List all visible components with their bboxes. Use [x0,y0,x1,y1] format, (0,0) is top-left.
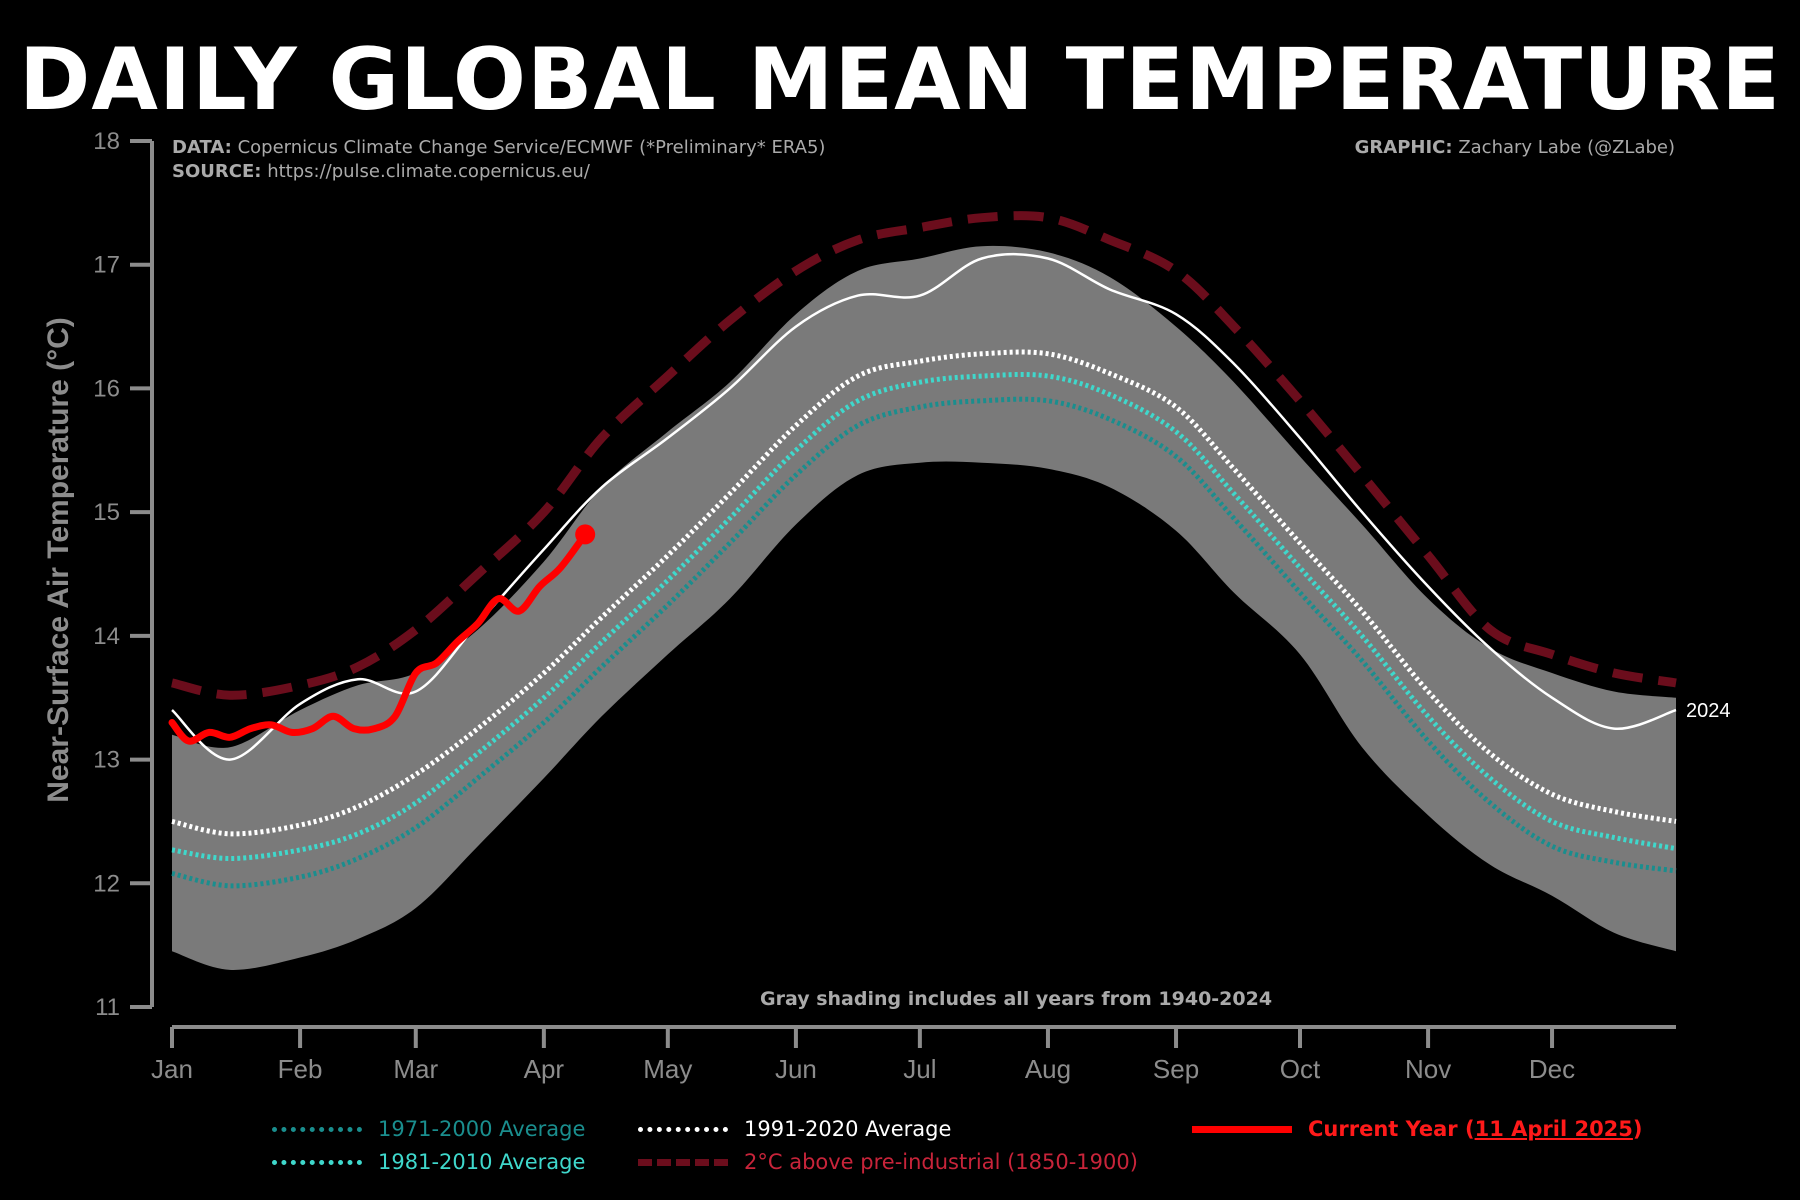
x-tick-label: Jun [775,1054,817,1084]
y-tick-label: 14 [93,623,120,650]
legend-swatch-1981 [272,1159,362,1165]
y-tick-label: 17 [93,252,120,279]
legend-swatch-1971 [272,1126,362,1132]
x-tick-label: Sep [1153,1054,1199,1084]
current-date: 11 April 2025 [1474,1117,1633,1141]
x-tick-label: Feb [278,1054,323,1084]
x-tick-label: Mar [393,1054,438,1084]
x-tick-label: Aug [1025,1054,1071,1084]
legend-item-1991: 1991-2020 Average [638,1117,951,1141]
series-1981-2010 [171,371,1677,862]
legend-swatch-preindustrial [638,1158,728,1166]
source-credit: SOURCE: https://pulse.climate.copernicus… [172,161,590,182]
series-2024 [171,253,1677,761]
shading-note: Gray shading includes all years from 194… [760,988,1273,1010]
x-tick-label: Oct [1280,1054,1321,1084]
legend-item-preindustrial: 2°C above pre-industrial (1850-1900) [638,1150,1138,1174]
legend-item-1981: 1981-2010 Average [272,1150,585,1174]
x-tick-label: Apr [524,1054,565,1084]
legend-swatch-1991 [638,1126,728,1132]
series-2c-preindustrial [170,211,1677,700]
graphic-credit: GRAPHIC: Zachary Labe (@ZLabe) [1354,137,1675,158]
range-1940-2024-band [172,245,1676,970]
y-tick-label: 18 [93,128,120,155]
y-axis-label: Near-Surface Air Temperature (°C) [42,317,75,802]
y-tick-label: 11 [95,994,120,1021]
x-tick-label: Jan [151,1054,193,1084]
x-tick-label: Dec [1529,1054,1575,1084]
y-tick-label: 16 [93,375,120,402]
series-current-year [168,530,589,745]
source-credit-text: https://pulse.climate.copernicus.eu/ [267,161,590,182]
legend-item-current: Current Year (11 April 2025) [1192,1117,1643,1141]
legend-item-1971: 1971-2000 Average [272,1117,585,1141]
y-tick-label: 13 [93,747,120,774]
data-credit-text: Copernicus Climate Change Service/ECMWF … [237,137,826,158]
series-1971-2000 [171,396,1677,889]
y-tick-label: 15 [93,499,120,526]
legend-swatch-current [1192,1125,1292,1133]
series-2024-label: 2024 [1686,700,1731,722]
y-tick-label: 12 [93,870,120,897]
x-tick-label: Nov [1405,1054,1451,1084]
current-year-marker [575,524,596,545]
x-tick-label: Jul [903,1054,936,1084]
data-credit: DATA: Copernicus Climate Change Service/… [172,137,826,158]
chart-title: DAILY GLOBAL MEAN TEMPERATURE [19,30,1781,130]
series-1991-2020 [171,349,1677,837]
graphic-credit-text: Zachary Labe (@ZLabe) [1458,137,1675,158]
x-tick-label: May [643,1054,692,1084]
